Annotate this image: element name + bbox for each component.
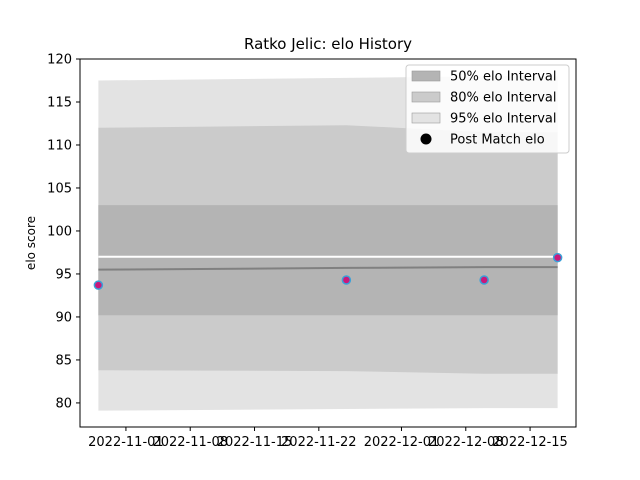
data-point xyxy=(93,280,104,290)
y-tick-label: 80 xyxy=(55,396,72,411)
x-tick-label: 2022-12-15 xyxy=(492,435,568,450)
y-axis-ticks: 80 85 90 95 100 105 110 115 120 xyxy=(47,53,80,411)
x-tick-label: 2022-11-22 xyxy=(281,435,357,450)
y-tick-label: 85 xyxy=(55,353,72,368)
legend-label: 80% elo Interval xyxy=(450,91,557,106)
legend-swatch xyxy=(411,70,441,82)
legend-box xyxy=(405,64,570,154)
y-tick-label: 120 xyxy=(47,53,72,68)
chart-title: Ratko Jelic: elo History xyxy=(244,35,412,53)
x-tick-label: 2022-11-08 xyxy=(152,435,228,450)
x-tick-label: 2022-11-01 xyxy=(88,435,164,450)
y-tick-label: 115 xyxy=(47,95,72,110)
y-tick-label: 95 xyxy=(55,267,72,282)
y-axis-label: elo score xyxy=(24,216,38,270)
elo-lines xyxy=(98,255,558,271)
x-tick-label: 2022-11-15 xyxy=(217,435,293,450)
interval-bands xyxy=(98,76,558,411)
data-point xyxy=(341,275,352,285)
data-point xyxy=(479,275,489,285)
plot-frame xyxy=(79,58,577,428)
y-tick-label: 100 xyxy=(47,224,72,239)
mean-elo-line xyxy=(98,266,558,271)
y-tick-label: 110 xyxy=(47,138,72,153)
legend: 50% elo Interval 80% elo Interval 95% elo … xyxy=(405,64,570,154)
data-point xyxy=(552,252,563,263)
legend-label: Post Match elo xyxy=(450,133,545,148)
legend-swatch xyxy=(411,91,441,103)
legend-marker xyxy=(420,133,432,145)
x-tick-label: 2022-12-08 xyxy=(428,435,504,450)
y-tick-label: 90 xyxy=(55,310,72,325)
post-match-points xyxy=(93,252,563,290)
band-3 xyxy=(98,205,558,316)
legend-label: 95% elo Interval xyxy=(450,112,557,127)
legend-label: 50% elo Interval xyxy=(450,70,557,85)
x-axis-ticks: 2022-11-012022-11-082022-11-152022-11-22… xyxy=(88,427,568,450)
x-tick-label: 2022-12-01 xyxy=(364,435,440,450)
y-tick-label: 105 xyxy=(47,181,72,196)
legend-swatch xyxy=(411,112,441,124)
